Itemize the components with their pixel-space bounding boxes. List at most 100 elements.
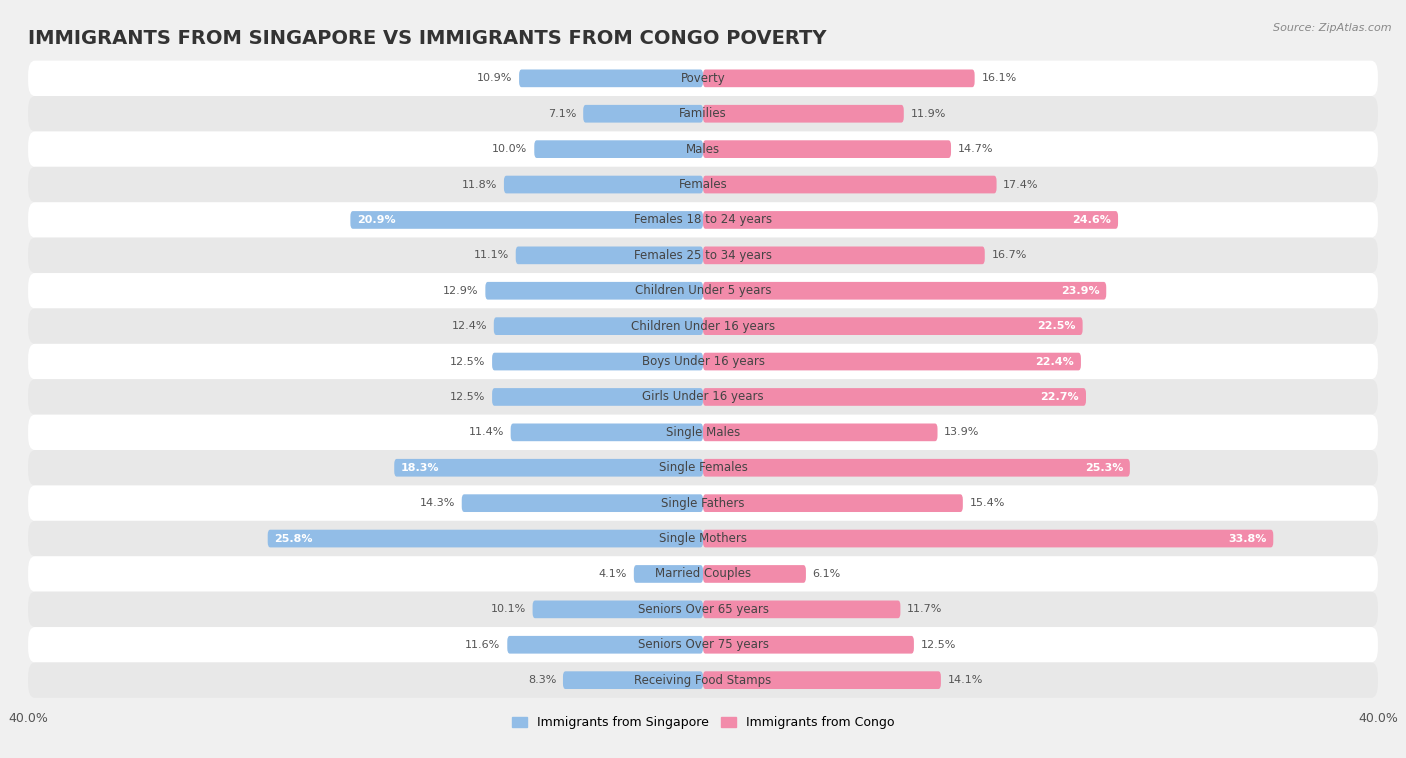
FancyBboxPatch shape	[28, 309, 1378, 344]
FancyBboxPatch shape	[394, 459, 703, 477]
Text: 22.5%: 22.5%	[1038, 321, 1076, 331]
FancyBboxPatch shape	[703, 282, 1107, 299]
FancyBboxPatch shape	[703, 672, 941, 689]
FancyBboxPatch shape	[703, 530, 1274, 547]
Text: 11.4%: 11.4%	[468, 428, 503, 437]
FancyBboxPatch shape	[28, 61, 1378, 96]
Text: 22.4%: 22.4%	[1035, 356, 1074, 367]
Legend: Immigrants from Singapore, Immigrants from Congo: Immigrants from Singapore, Immigrants fr…	[506, 711, 900, 735]
FancyBboxPatch shape	[703, 565, 806, 583]
FancyBboxPatch shape	[28, 167, 1378, 202]
Text: 16.7%: 16.7%	[991, 250, 1026, 260]
Text: 24.6%: 24.6%	[1073, 215, 1111, 225]
Text: 12.5%: 12.5%	[921, 640, 956, 650]
Text: Single Fathers: Single Fathers	[661, 496, 745, 509]
Text: Seniors Over 65 years: Seniors Over 65 years	[637, 603, 769, 615]
Text: 10.9%: 10.9%	[477, 74, 512, 83]
FancyBboxPatch shape	[28, 415, 1378, 450]
Text: Females 25 to 34 years: Females 25 to 34 years	[634, 249, 772, 262]
Text: 10.1%: 10.1%	[491, 604, 526, 614]
Text: 10.0%: 10.0%	[492, 144, 527, 154]
Text: 12.5%: 12.5%	[450, 392, 485, 402]
FancyBboxPatch shape	[28, 379, 1378, 415]
FancyBboxPatch shape	[28, 556, 1378, 592]
FancyBboxPatch shape	[28, 592, 1378, 627]
FancyBboxPatch shape	[703, 459, 1130, 477]
Text: 12.4%: 12.4%	[451, 321, 486, 331]
FancyBboxPatch shape	[492, 352, 703, 371]
Text: 14.3%: 14.3%	[419, 498, 456, 508]
FancyBboxPatch shape	[28, 627, 1378, 662]
Text: Single Females: Single Females	[658, 462, 748, 475]
Text: 18.3%: 18.3%	[401, 462, 440, 473]
Text: 6.1%: 6.1%	[813, 569, 841, 579]
FancyBboxPatch shape	[461, 494, 703, 512]
Text: Poverty: Poverty	[681, 72, 725, 85]
Text: Children Under 5 years: Children Under 5 years	[634, 284, 772, 297]
Text: Married Couples: Married Couples	[655, 568, 751, 581]
FancyBboxPatch shape	[519, 70, 703, 87]
Text: 33.8%: 33.8%	[1229, 534, 1267, 543]
FancyBboxPatch shape	[28, 202, 1378, 238]
Text: Females: Females	[679, 178, 727, 191]
Text: 8.3%: 8.3%	[527, 675, 557, 685]
Text: Receiving Food Stamps: Receiving Food Stamps	[634, 674, 772, 687]
FancyBboxPatch shape	[494, 318, 703, 335]
FancyBboxPatch shape	[28, 450, 1378, 485]
Text: Boys Under 16 years: Boys Under 16 years	[641, 355, 765, 368]
FancyBboxPatch shape	[28, 238, 1378, 273]
Text: 12.5%: 12.5%	[450, 356, 485, 367]
FancyBboxPatch shape	[703, 105, 904, 123]
Text: 17.4%: 17.4%	[1004, 180, 1039, 190]
FancyBboxPatch shape	[28, 131, 1378, 167]
Text: 14.1%: 14.1%	[948, 675, 983, 685]
Text: 23.9%: 23.9%	[1062, 286, 1099, 296]
FancyBboxPatch shape	[28, 344, 1378, 379]
Text: 14.7%: 14.7%	[957, 144, 993, 154]
Text: 11.6%: 11.6%	[465, 640, 501, 650]
FancyBboxPatch shape	[28, 96, 1378, 131]
Text: Single Mothers: Single Mothers	[659, 532, 747, 545]
Text: 11.1%: 11.1%	[474, 250, 509, 260]
FancyBboxPatch shape	[562, 672, 703, 689]
FancyBboxPatch shape	[703, 636, 914, 653]
FancyBboxPatch shape	[533, 600, 703, 619]
Text: Source: ZipAtlas.com: Source: ZipAtlas.com	[1274, 23, 1392, 33]
FancyBboxPatch shape	[703, 211, 1118, 229]
Text: Single Males: Single Males	[666, 426, 740, 439]
Text: Seniors Over 75 years: Seniors Over 75 years	[637, 638, 769, 651]
FancyBboxPatch shape	[703, 424, 938, 441]
FancyBboxPatch shape	[703, 388, 1085, 406]
Text: 12.9%: 12.9%	[443, 286, 478, 296]
Text: 20.9%: 20.9%	[357, 215, 395, 225]
Text: Females 18 to 24 years: Females 18 to 24 years	[634, 214, 772, 227]
FancyBboxPatch shape	[634, 565, 703, 583]
FancyBboxPatch shape	[703, 318, 1083, 335]
FancyBboxPatch shape	[703, 246, 984, 265]
FancyBboxPatch shape	[703, 352, 1081, 371]
FancyBboxPatch shape	[703, 176, 997, 193]
FancyBboxPatch shape	[503, 176, 703, 193]
Text: 13.9%: 13.9%	[945, 428, 980, 437]
FancyBboxPatch shape	[703, 600, 900, 619]
FancyBboxPatch shape	[267, 530, 703, 547]
Text: Girls Under 16 years: Girls Under 16 years	[643, 390, 763, 403]
FancyBboxPatch shape	[485, 282, 703, 299]
FancyBboxPatch shape	[28, 662, 1378, 698]
FancyBboxPatch shape	[703, 494, 963, 512]
FancyBboxPatch shape	[583, 105, 703, 123]
FancyBboxPatch shape	[508, 636, 703, 653]
FancyBboxPatch shape	[350, 211, 703, 229]
Text: Families: Families	[679, 107, 727, 121]
Text: Children Under 16 years: Children Under 16 years	[631, 320, 775, 333]
Text: 25.3%: 25.3%	[1085, 462, 1123, 473]
Text: 16.1%: 16.1%	[981, 74, 1017, 83]
Text: Males: Males	[686, 143, 720, 155]
FancyBboxPatch shape	[28, 485, 1378, 521]
Text: 25.8%: 25.8%	[274, 534, 314, 543]
Text: 11.9%: 11.9%	[911, 108, 946, 119]
FancyBboxPatch shape	[492, 388, 703, 406]
Text: 7.1%: 7.1%	[548, 108, 576, 119]
FancyBboxPatch shape	[28, 521, 1378, 556]
Text: 15.4%: 15.4%	[970, 498, 1005, 508]
